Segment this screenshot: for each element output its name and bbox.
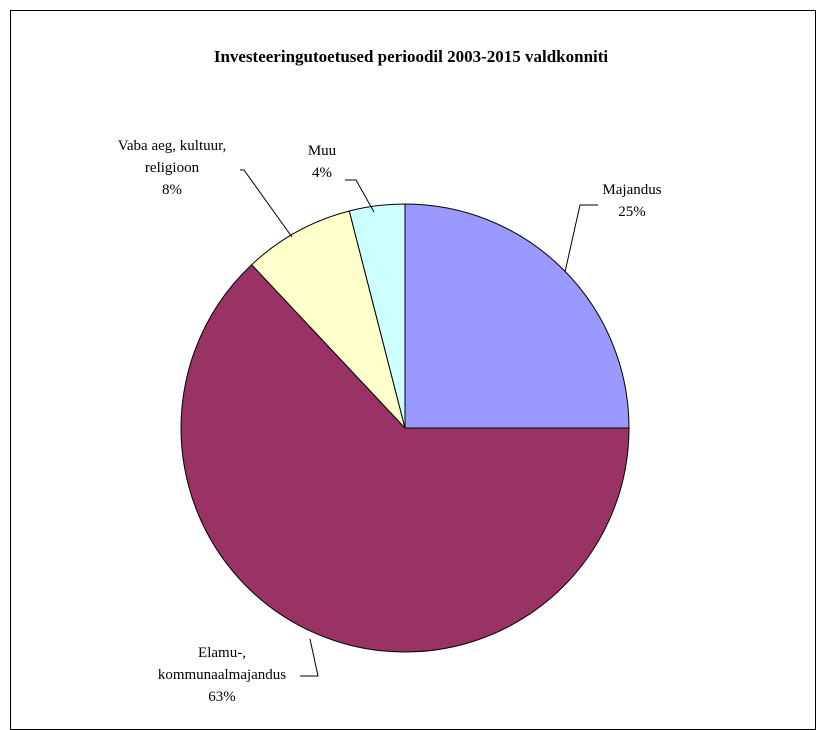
slice-label-elamu-kommunaalmajandus: Elamu-, kommunaalmajandus 63%	[158, 645, 286, 705]
pie-slice-muu	[348, 203, 406, 429]
pie-slice-vaba-aeg-kultuur-religioon	[250, 210, 406, 429]
pie-slice-elamu-kommunaalmajandus	[180, 264, 630, 653]
slice-percent-muu: 4%	[312, 165, 332, 181]
slice-name-line-majandus: Majandus	[602, 182, 661, 198]
slice-percent-majandus: 25%	[618, 204, 646, 220]
slice-label-majandus: Majandus 25%	[602, 182, 661, 220]
slice-name-line-elamu-kommunaalmajandus: Elamu-,	[198, 645, 246, 661]
leader-line-majandus	[564, 204, 598, 273]
chart-title: Investeeringutoetused perioodil 2003-201…	[214, 47, 609, 66]
pie-slice-majandus	[404, 203, 630, 429]
slice-name-line-muu: Muu	[308, 143, 337, 159]
leader-line-muu	[345, 179, 375, 213]
slice-percent-vaba-aeg-kultuur-religioon: 8%	[162, 182, 182, 198]
slice-label-vaba-aeg-kultuur-religioon: Vaba aeg, kultuur, religioon 8%	[118, 138, 227, 198]
slice-percent-elamu-kommunaalmajandus: 63%	[208, 689, 236, 705]
slice-name-line-vaba-aeg-kultuur-religioon: Vaba aeg, kultuur,	[118, 138, 227, 154]
slice-name-line-elamu-kommunaalmajandus: kommunaalmajandus	[158, 667, 286, 683]
leader-line-elamu-kommunaalmajandus	[300, 638, 319, 677]
slice-label-muu: Muu 4%	[308, 143, 337, 181]
leader-line-vaba-aeg-kultuur-religioon	[240, 169, 293, 238]
slice-name-line-vaba-aeg-kultuur-religioon: religioon	[145, 160, 200, 176]
